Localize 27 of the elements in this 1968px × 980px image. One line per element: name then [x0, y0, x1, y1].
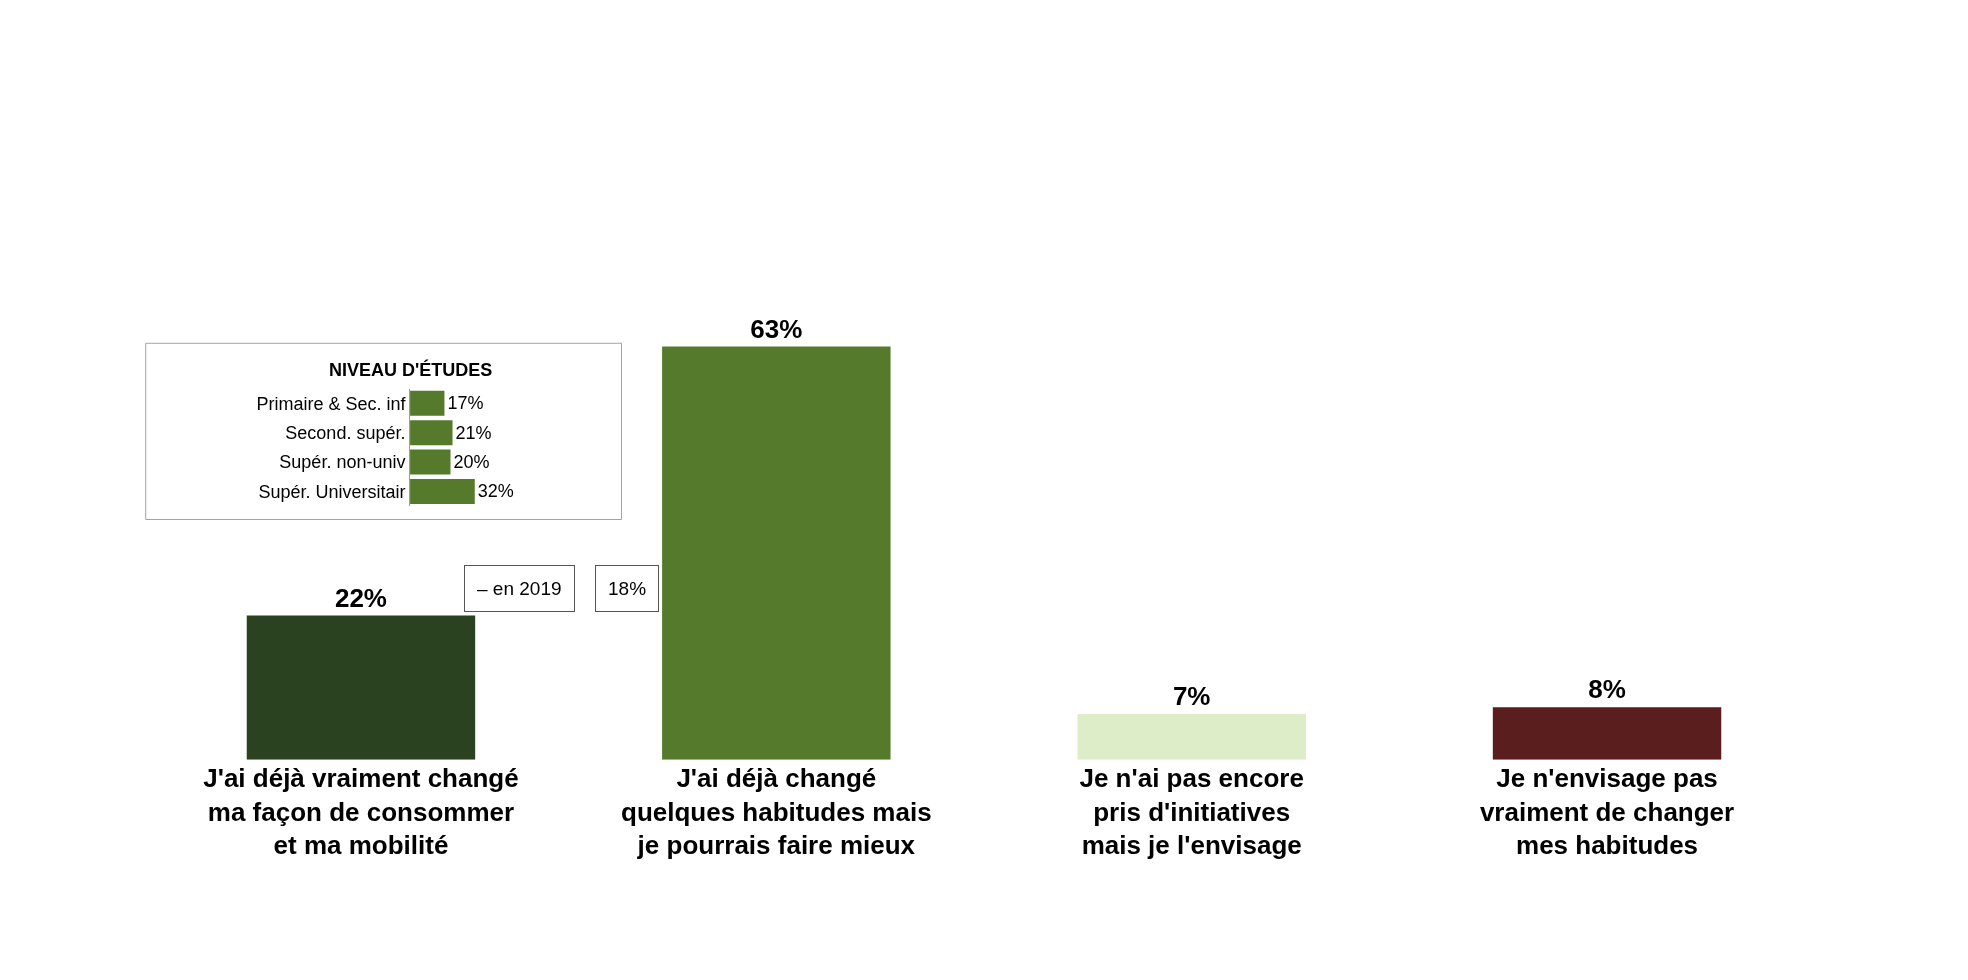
- data-label: 32%: [477, 481, 514, 502]
- data-label: 8%: [1588, 674, 1626, 705]
- data-label: 17%: [447, 393, 484, 414]
- data-label: 7%: [1172, 680, 1211, 711]
- x-tick-label: J'ai déjà vraiment changé ma façon de consommer et ma mobilité: [203, 762, 519, 861]
- x-tick-label: Je n'envisage pas vraiment de changer mes habitudes: [1479, 762, 1735, 861]
- bar: [410, 390, 445, 416]
- annotation: – en 2019: [477, 578, 562, 599]
- x-tick-label: J'ai déjà changé quelques habitudes mais je pourrais faire mieux: [621, 762, 932, 861]
- data-label: 20%: [453, 452, 490, 473]
- annotation: 18%: [608, 578, 647, 599]
- data-label: 63%: [750, 313, 803, 344]
- y-tick-label: Second. supér.: [285, 423, 406, 444]
- chart-title: NIVEAU D'ÉTUDES: [329, 359, 493, 380]
- bar: [410, 478, 475, 504]
- bar: [1077, 713, 1306, 760]
- y-tick-label: Supér. non-univ: [279, 452, 406, 473]
- bar: [410, 420, 453, 446]
- y-tick-label: Primaire & Sec. inf: [256, 393, 407, 414]
- bar: [1492, 707, 1722, 760]
- bar: [410, 449, 451, 475]
- bar: [662, 346, 891, 760]
- bar: [246, 615, 476, 760]
- y-tick-label: Supér. Universitair: [258, 481, 406, 502]
- data-label: 21%: [455, 422, 492, 443]
- data-label: 22%: [334, 582, 387, 613]
- x-tick-label: Je n'ai pas encore pris d'initiatives mais je l'envisage: [1079, 762, 1304, 861]
